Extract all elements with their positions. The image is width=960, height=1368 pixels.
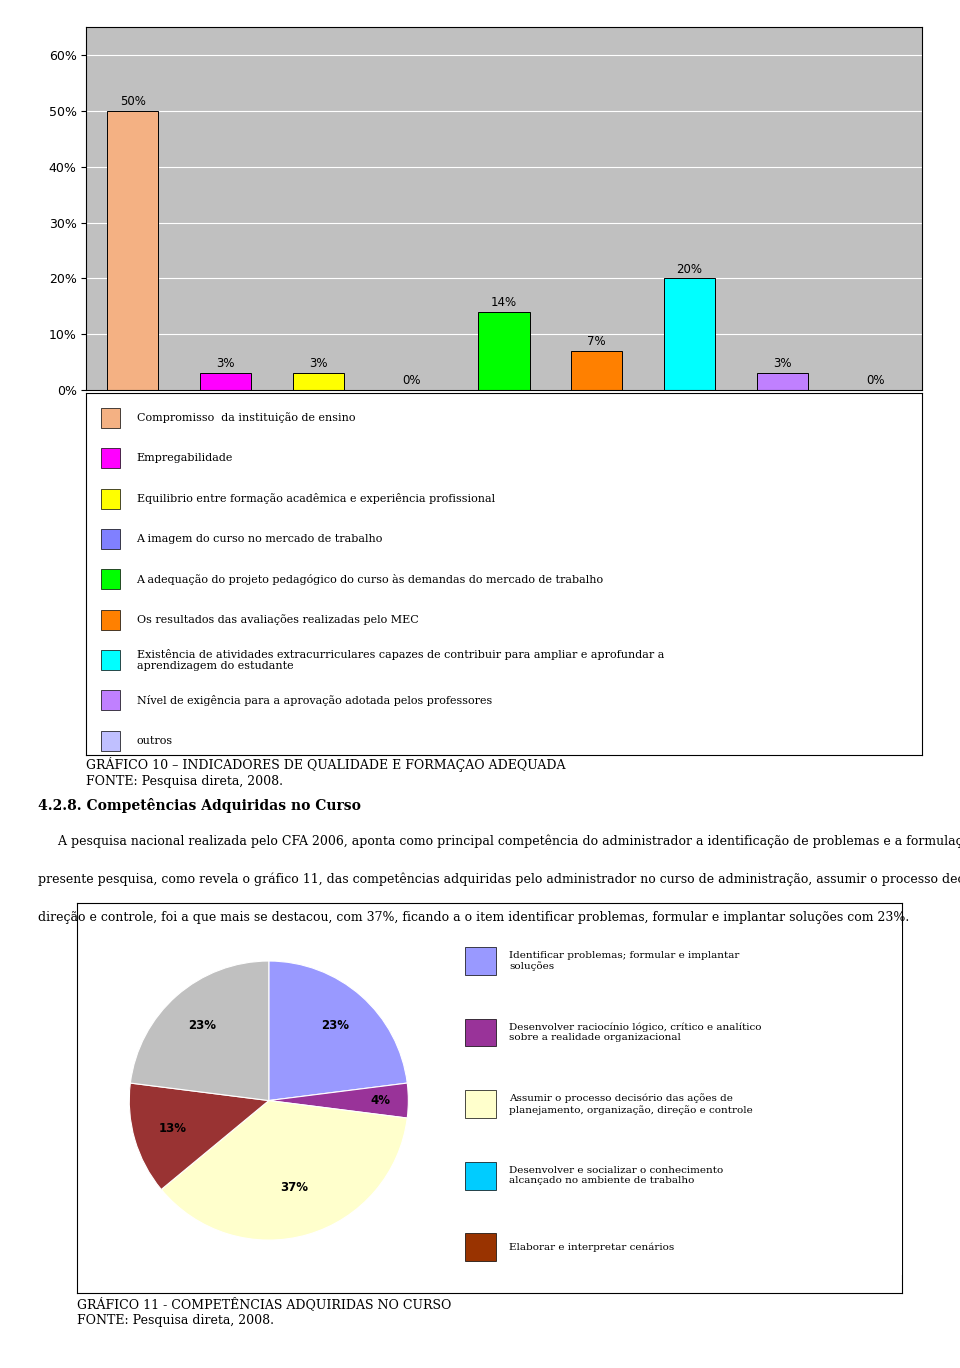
Text: Existência de atividades extracurriculares capazes de contribuir para ampliar e : Existência de atividades extracurricular… — [136, 648, 664, 672]
Bar — [102, 529, 120, 549]
Bar — [102, 691, 120, 710]
Text: Os resultados das avaliações realizadas pelo MEC: Os resultados das avaliações realizadas … — [136, 614, 419, 625]
Text: presente pesquisa, como revela o gráfico 11, das competências adquiridas pelo ad: presente pesquisa, como revela o gráfico… — [38, 873, 960, 886]
Text: 3%: 3% — [773, 357, 792, 371]
Wedge shape — [131, 960, 269, 1100]
Bar — [466, 1233, 496, 1261]
Text: Identificar problemas; formular e implantar
soluções: Identificar problemas; formular e implan… — [510, 951, 740, 971]
Bar — [108, 111, 158, 390]
Bar — [102, 569, 120, 590]
Text: Empregabilidade: Empregabilidade — [136, 453, 233, 464]
Text: 20%: 20% — [677, 263, 703, 275]
Bar — [102, 731, 120, 751]
Text: direção e controle, foi a que mais se destacou, com 37%, ficando a o item identi: direção e controle, foi a que mais se de… — [38, 911, 910, 925]
Text: Desenvolver raciocínio lógico, crítico e analítico
sobre a realidade organizacio: Desenvolver raciocínio lógico, crítico e… — [510, 1023, 762, 1042]
Text: Elaborar e interpretar cenários: Elaborar e interpretar cenários — [510, 1242, 675, 1252]
Bar — [466, 1019, 496, 1047]
Text: 4.2.8. Competências Adquiridas no Curso: 4.2.8. Competências Adquiridas no Curso — [38, 798, 361, 813]
Text: 13%: 13% — [158, 1122, 186, 1135]
Bar — [102, 408, 120, 428]
Text: A pesquisa nacional realizada pelo CFA 2006, aponta como principal competência d: A pesquisa nacional realizada pelo CFA 2… — [38, 834, 960, 848]
Bar — [756, 373, 808, 390]
Text: GRÁFICO 10 – INDICADORES DE QUALIDADE E FORMAÇAO ADEQUADA: GRÁFICO 10 – INDICADORES DE QUALIDADE E … — [86, 757, 565, 772]
Text: FONTE: Pesquisa direta, 2008.: FONTE: Pesquisa direta, 2008. — [86, 776, 283, 788]
Text: Desenvolver e socializar o conhecimento
alcançado no ambiente de trabalho: Desenvolver e socializar o conhecimento … — [510, 1166, 724, 1185]
Wedge shape — [130, 1083, 269, 1190]
Bar — [571, 350, 622, 390]
Bar — [466, 1090, 496, 1118]
Bar — [466, 1161, 496, 1190]
Bar — [478, 312, 530, 390]
Text: outros: outros — [136, 736, 173, 746]
Text: 50%: 50% — [120, 96, 146, 108]
Bar — [466, 947, 496, 975]
Wedge shape — [269, 1083, 408, 1118]
Text: 14%: 14% — [491, 295, 517, 309]
Text: A imagem do curso no mercado de trabalho: A imagem do curso no mercado de trabalho — [136, 534, 383, 544]
Text: Nível de exigência para a aprovação adotada pelos professores: Nível de exigência para a aprovação adot… — [136, 695, 492, 706]
Text: 4%: 4% — [371, 1094, 391, 1107]
Bar — [664, 278, 715, 390]
Bar — [102, 650, 120, 670]
Bar — [293, 373, 344, 390]
Text: 3%: 3% — [309, 357, 327, 371]
Bar — [102, 488, 120, 509]
Text: 3%: 3% — [216, 357, 235, 371]
Text: 23%: 23% — [188, 1019, 216, 1031]
Text: Assumir o processo decisório das ações de
planejamento, organização, direção e c: Assumir o processo decisório das ações d… — [510, 1093, 754, 1115]
Text: 0%: 0% — [402, 373, 420, 387]
Wedge shape — [161, 1100, 407, 1239]
Text: A adequação do projeto pedagógico do curso às demandas do mercado de trabalho: A adequação do projeto pedagógico do cur… — [136, 573, 604, 584]
Text: 7%: 7% — [588, 335, 606, 347]
Text: Compromisso  da instituição de ensino: Compromisso da instituição de ensino — [136, 413, 355, 424]
Bar — [200, 373, 252, 390]
Wedge shape — [269, 960, 407, 1100]
Text: GRÁFICO 11 - COMPETÊNCIAS ADQUIRIDAS NO CURSO: GRÁFICO 11 - COMPETÊNCIAS ADQUIRIDAS NO … — [77, 1297, 451, 1311]
Bar — [102, 610, 120, 629]
Text: Equilibrio entre formação acadêmica e experiência profissional: Equilibrio entre formação acadêmica e ex… — [136, 492, 494, 505]
Text: 37%: 37% — [280, 1181, 308, 1194]
Text: 23%: 23% — [322, 1019, 349, 1031]
Bar — [102, 449, 120, 468]
Text: FONTE: Pesquisa direta, 2008.: FONTE: Pesquisa direta, 2008. — [77, 1315, 274, 1327]
Text: 0%: 0% — [866, 373, 884, 387]
